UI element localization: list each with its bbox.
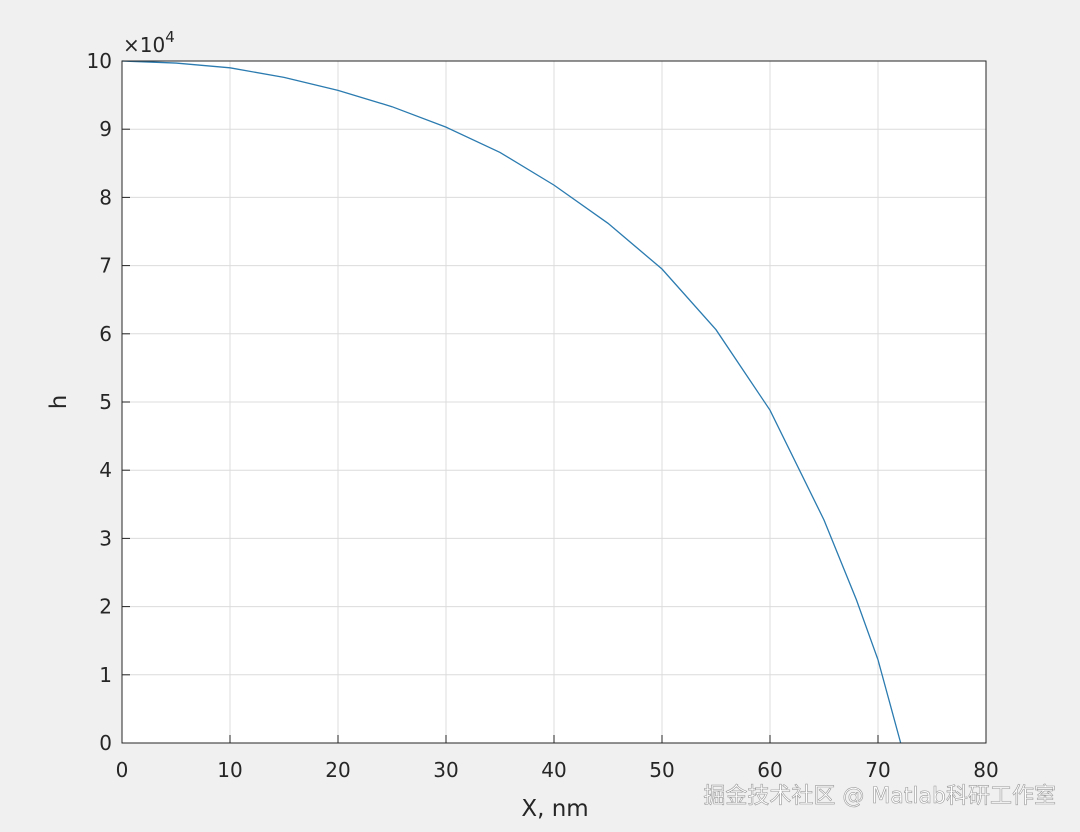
x-tick-label: 70: [865, 758, 890, 782]
y-tick-label: 10: [87, 49, 112, 73]
y-multiplier-exponent: 4: [165, 28, 175, 46]
y-tick-label: 9: [99, 117, 112, 141]
x-axis-label: X, nm: [521, 796, 588, 822]
y-tick-label: 0: [99, 731, 112, 755]
y-tick-label: 1: [99, 663, 112, 687]
x-tick-label: 0: [116, 758, 129, 782]
x-tick-label: 50: [649, 758, 674, 782]
y-tick-label: 4: [99, 458, 112, 482]
y-axis-label: h: [46, 395, 72, 410]
data-line: [121, 60, 902, 744]
y-multiplier-base: ×10: [123, 33, 165, 57]
x-tick-label: 20: [325, 758, 350, 782]
y-tick-label: 8: [99, 185, 112, 209]
x-tick-label: 80: [973, 758, 998, 782]
x-tick-label: 30: [433, 758, 458, 782]
y-multiplier: ×104: [123, 28, 175, 57]
y-tick-label: 5: [99, 390, 112, 414]
y-tick-label: 2: [99, 595, 112, 619]
y-tick-label: 7: [99, 254, 112, 278]
x-tick-label: 60: [757, 758, 782, 782]
x-tick-label: 40: [541, 758, 566, 782]
y-tick-label: 3: [99, 526, 112, 550]
y-tick-label: 6: [99, 322, 112, 346]
x-tick-label: 10: [217, 758, 242, 782]
watermark: 掘金技术社区 @ Matlab科研工作室: [703, 784, 1056, 809]
